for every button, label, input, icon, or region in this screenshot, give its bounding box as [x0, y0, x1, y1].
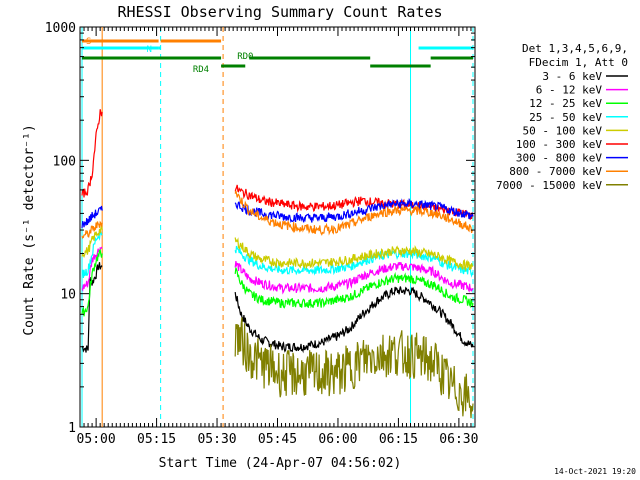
series-line-12-25-keV-seg-1	[234, 267, 474, 309]
legend-label-100-300-keV: 100 - 300 keV	[516, 138, 602, 151]
series-line-3-6-keV-seg-0	[81, 262, 103, 353]
x-axis-label: Start Time (24-Apr-07 04:56:02)	[159, 456, 402, 471]
x-tick-label: 05:45	[258, 432, 297, 447]
y-tick-label: 100	[53, 154, 76, 169]
y-tick-label: 1000	[45, 21, 76, 36]
y-tick-label: 1	[68, 421, 76, 436]
x-tick-label: 05:15	[137, 432, 176, 447]
series-line-50-100-keV-seg-1	[234, 237, 474, 272]
x-tick-label: 05:30	[197, 432, 236, 447]
y-axis-label: Count Rate (s⁻¹ detector⁻¹)	[22, 124, 37, 335]
legend-label-6-12-keV: 6 - 12 keV	[536, 84, 603, 97]
legend-header-line-1: Det 1,3,4,5,6,9,	[522, 42, 628, 55]
series-line-6-12-keV-seg-1	[234, 261, 474, 295]
x-tick-label: 06:30	[439, 432, 478, 447]
legend-label-50-100-keV: 50 - 100 keV	[523, 124, 603, 137]
legend-label-3-6-keV: 3 - 6 keV	[542, 70, 602, 83]
marker-label-n: N	[147, 45, 152, 55]
footer-date: 14-Oct-2021 19:20	[554, 467, 636, 476]
y-tick-label: 10	[60, 288, 76, 303]
series-line-50-100-keV-seg-0	[81, 225, 103, 259]
x-tick-label: 06:15	[379, 432, 418, 447]
series-line-3-6-keV-seg-1	[234, 286, 474, 354]
series-line-100-300-keV-seg-0	[81, 109, 103, 198]
legend-label-7000-15000-keV: 7000 - 15000 keV	[496, 179, 602, 192]
series-line-300-800-keV-seg-0	[81, 205, 103, 229]
series-line-800-7000-keV-seg-1	[234, 190, 474, 236]
series-line-300-800-keV-seg-1	[234, 197, 474, 223]
marker-label-rd0: RD0	[237, 52, 253, 62]
series-line-25-50-keV-seg-0	[81, 231, 103, 278]
legend-label-12-25-keV: 12 - 25 keV	[529, 97, 602, 110]
series-line-7000-15000-keV-seg-0	[234, 317, 474, 419]
legend-label-800-7000-keV: 800 - 7000 keV	[509, 165, 602, 178]
legend-label-300-800-keV: 300 - 800 keV	[516, 152, 602, 165]
marker-label-s: S	[86, 37, 91, 47]
legend-header-line-2: FDecim 1, Att 0	[529, 56, 628, 69]
legend-label-25-50-keV: 25 - 50 keV	[529, 111, 602, 124]
marker-label-rd4: RD4	[193, 65, 209, 75]
chart-title: RHESSI Observing Summary Count Rates	[117, 3, 442, 21]
x-tick-label: 06:00	[318, 432, 357, 447]
x-tick-label: 05:00	[77, 432, 116, 447]
series-line-800-7000-keV-seg-0	[81, 220, 103, 239]
series-line-12-25-keV-seg-0	[81, 249, 103, 317]
